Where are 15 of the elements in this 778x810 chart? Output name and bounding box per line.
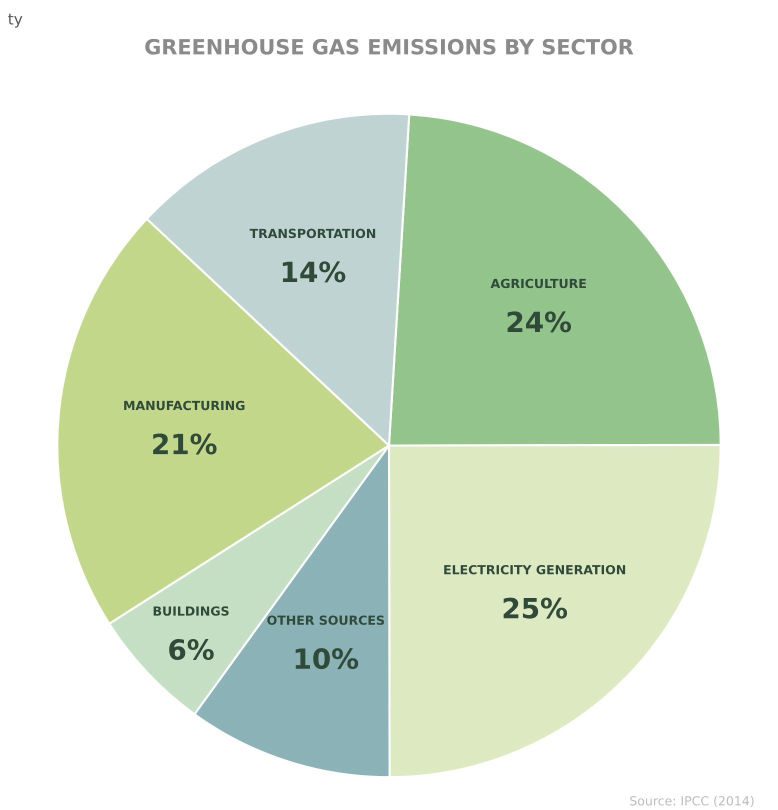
data-label: 10% [296, 648, 358, 670]
slice-label: TRANSPORTATION [250, 228, 376, 238]
data-label: 21% [153, 433, 217, 454]
chart-title: GREENHOUSE GAS EMISSIONS BY SECTOR [145, 38, 634, 55]
data-label: 14% [282, 261, 346, 282]
source-note: Source: IPCC (2014) [630, 796, 754, 807]
slice-label: BUILDINGS [154, 606, 229, 616]
data-label: 24% [508, 311, 572, 332]
slice-label: MANUFACTURING [124, 400, 244, 410]
text: ty [8, 14, 22, 28]
slice-label: ELECTRICITY GENERATION [444, 564, 626, 574]
slice-label: OTHER SOURCES [267, 615, 384, 625]
data-label: 25% [504, 598, 568, 619]
slice-label: AGRICULTURE [490, 278, 586, 288]
data-label: 6% [169, 639, 214, 660]
